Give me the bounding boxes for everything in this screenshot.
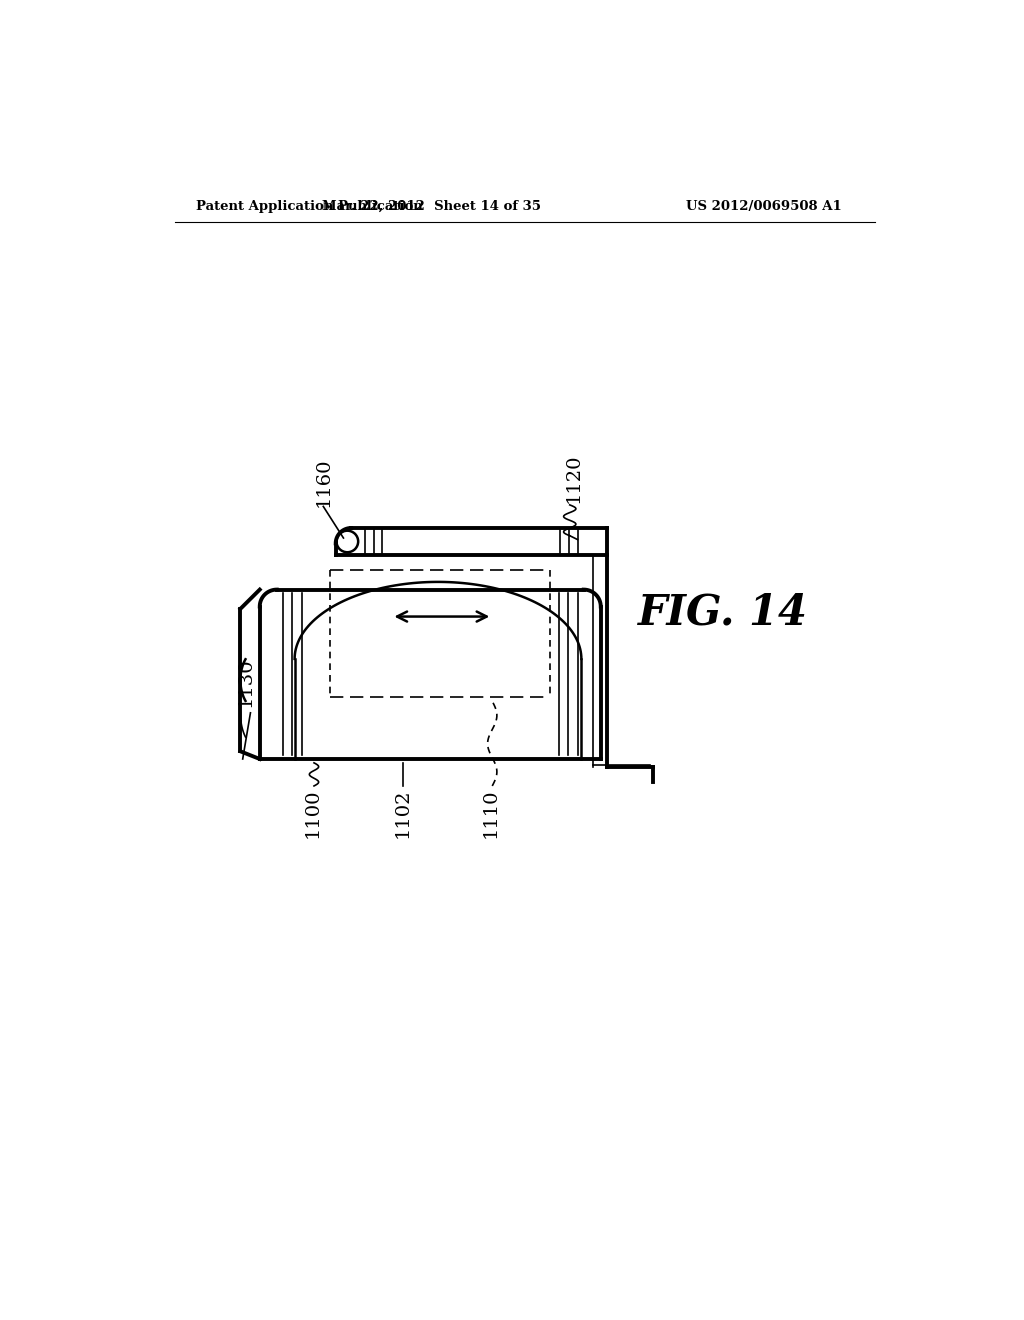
Text: Patent Application Publication: Patent Application Publication [197,199,423,213]
Text: 1120: 1120 [564,453,583,503]
Text: 1100: 1100 [303,788,322,838]
Text: Mar. 22, 2012  Sheet 14 of 35: Mar. 22, 2012 Sheet 14 of 35 [323,199,542,213]
Text: 1130: 1130 [237,657,255,706]
Text: 1102: 1102 [394,788,412,838]
Text: 1110: 1110 [481,788,500,838]
Text: FIG. 14: FIG. 14 [638,591,808,634]
Text: US 2012/0069508 A1: US 2012/0069508 A1 [686,199,842,213]
Text: 1160: 1160 [314,457,333,507]
